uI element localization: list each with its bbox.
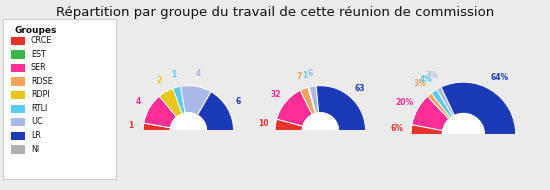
Text: Groupes: Groupes	[14, 26, 57, 35]
Text: Temps de parole
(mots prononcés): Temps de parole (mots prononcés)	[426, 142, 501, 162]
Bar	[118, 131, 258, 156]
Bar	[382, 134, 544, 163]
Wedge shape	[275, 119, 303, 131]
Text: RTLI: RTLI	[31, 104, 47, 113]
Wedge shape	[170, 131, 206, 149]
Text: 1: 1	[128, 121, 133, 130]
Text: 1: 1	[302, 70, 308, 80]
Wedge shape	[300, 87, 315, 115]
Text: 1: 1	[170, 70, 176, 79]
Wedge shape	[277, 90, 312, 126]
Text: 63: 63	[354, 84, 365, 93]
Wedge shape	[302, 131, 338, 149]
Text: EST: EST	[31, 50, 46, 59]
Text: 4%: 4%	[419, 74, 432, 84]
Text: 2: 2	[157, 76, 162, 85]
Wedge shape	[437, 87, 454, 116]
Wedge shape	[309, 86, 318, 113]
Wedge shape	[144, 96, 177, 128]
Wedge shape	[442, 135, 485, 155]
Wedge shape	[427, 93, 450, 119]
Wedge shape	[431, 89, 453, 118]
Text: CRCE: CRCE	[31, 36, 52, 45]
Wedge shape	[173, 86, 185, 114]
Bar	[10, 64, 25, 72]
Bar	[10, 132, 25, 140]
Text: Interventions: Interventions	[292, 146, 349, 155]
Text: Répartition par groupe du travail de cette réunion de commission: Répartition par groupe du travail de cet…	[56, 6, 494, 19]
Wedge shape	[412, 96, 449, 131]
Text: 4: 4	[196, 69, 201, 78]
Text: 7: 7	[297, 72, 302, 82]
Text: 20%: 20%	[395, 98, 414, 107]
Text: 6: 6	[236, 97, 241, 106]
Bar	[10, 91, 25, 99]
Text: 6: 6	[308, 69, 313, 78]
Bar	[10, 77, 25, 86]
Text: 4: 4	[136, 97, 141, 106]
Text: 32: 32	[271, 90, 281, 99]
Text: 3%: 3%	[414, 79, 426, 88]
Wedge shape	[308, 87, 316, 113]
Circle shape	[302, 113, 338, 149]
Text: LR: LR	[31, 131, 41, 140]
Bar	[10, 118, 25, 126]
Wedge shape	[143, 123, 170, 131]
Bar	[10, 105, 25, 113]
Text: RDPI: RDPI	[31, 90, 50, 99]
Text: 3%: 3%	[426, 71, 438, 80]
Wedge shape	[180, 86, 211, 115]
Bar	[10, 37, 25, 45]
Wedge shape	[441, 82, 516, 135]
Text: NI: NI	[31, 145, 39, 154]
Bar	[10, 145, 25, 154]
Text: Présents: Présents	[170, 146, 207, 155]
Text: 64%: 64%	[490, 73, 508, 82]
Wedge shape	[411, 125, 443, 135]
Wedge shape	[197, 92, 234, 131]
Bar	[10, 50, 25, 59]
Text: RDSE: RDSE	[31, 77, 53, 86]
Bar	[250, 131, 390, 156]
Text: UC: UC	[31, 117, 42, 126]
Text: 10: 10	[258, 119, 268, 128]
Circle shape	[442, 114, 485, 155]
Wedge shape	[160, 88, 182, 117]
Wedge shape	[316, 86, 366, 131]
Text: SER: SER	[31, 63, 47, 72]
Text: 6%: 6%	[390, 124, 403, 133]
Circle shape	[170, 113, 206, 149]
